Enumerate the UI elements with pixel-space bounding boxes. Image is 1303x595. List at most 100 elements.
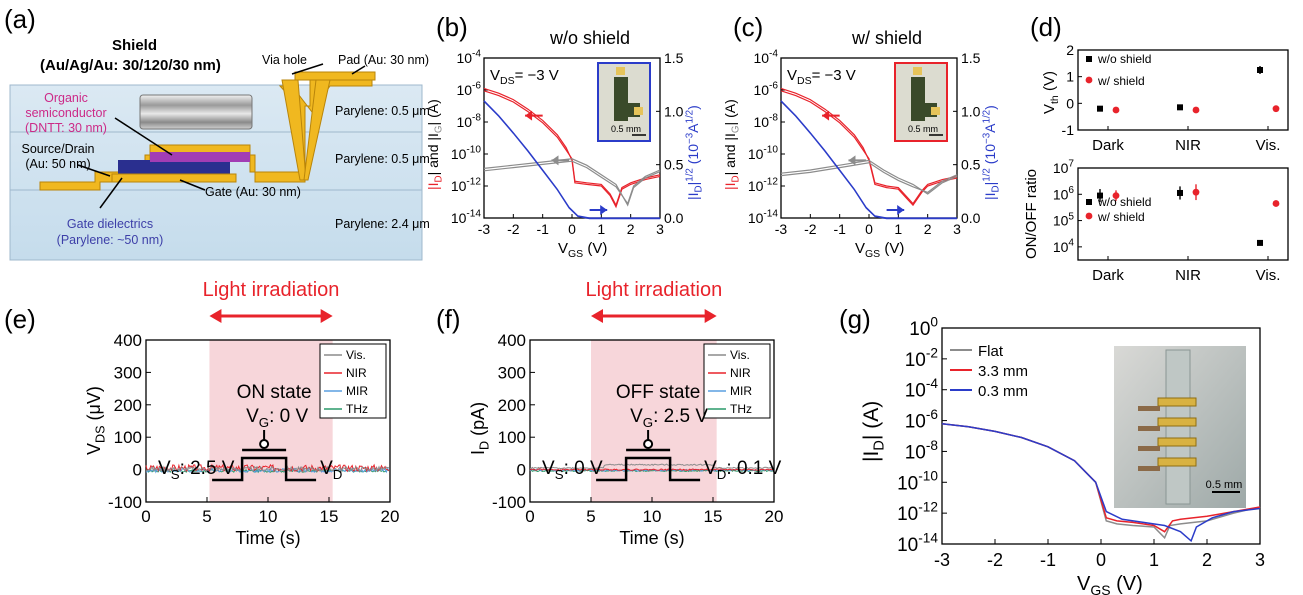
panel-d-top-frame xyxy=(1077,49,1289,131)
panel-d-top-y-tick-label: -1 xyxy=(1062,122,1075,138)
panel-f-headline: Light irradiation xyxy=(585,279,722,301)
panel-c-arrow-blue-head xyxy=(897,205,905,215)
gate-label: Gate (Au: 30 nm) xyxy=(205,185,301,199)
panel-d-bottom-y-label: ON/OFF ratio xyxy=(1023,169,1040,259)
panel-d-top-legend-label: w/o shield xyxy=(1097,52,1151,66)
pad-label: Pad (Au: 30 nm) xyxy=(338,53,429,67)
panel-d-top-point xyxy=(1097,105,1103,112)
pointer-source-drain xyxy=(77,164,111,177)
panel-b-yl-tick-label: 10-14 xyxy=(451,209,482,226)
panel-c-yr-tick-label: 0.5 xyxy=(961,157,981,173)
panel-e-y-tick-label: 400 xyxy=(114,331,142,350)
panel-c-inset-scale-label: 0.5 mm xyxy=(908,124,938,134)
panel-d-top-y-label: Vth (V) xyxy=(1041,71,1061,114)
panel-c-yr-tick-label: 1.5 xyxy=(961,50,981,66)
source-drain-label-2: (Au: 50 nm) xyxy=(25,157,90,171)
panel-e-legend-label: Vis. xyxy=(346,348,366,362)
panel-b-yl-tick-label: 10-10 xyxy=(451,145,482,162)
panel-d-bottom-legend-label: w/o shield xyxy=(1097,195,1151,209)
panel-d-top-y-tick-label: 2 xyxy=(1066,42,1074,58)
panel-f-x-tick-label: 20 xyxy=(765,507,784,526)
panel-b-yl-tick-label: 10-8 xyxy=(456,113,481,130)
panel-e-irradiation-band xyxy=(209,340,333,502)
panel-g-inset-lead xyxy=(1138,446,1160,451)
panel-e-circuit-channel xyxy=(212,456,317,482)
panel-b-x-tick-label: 0 xyxy=(568,221,576,237)
panel-letter-g: (g) xyxy=(839,304,871,334)
panel-d-bottom-category-label: Dark xyxy=(1092,267,1124,284)
panel-e-y-tick-label: 0 xyxy=(133,461,142,480)
panel-c-x-tick-label: 1 xyxy=(894,221,902,237)
panel-d-top-y-tick-label: 0 xyxy=(1066,95,1074,111)
panel-c-x-tick-label: 3 xyxy=(953,221,961,237)
panel-e-x-axis-label: Time (s) xyxy=(235,528,300,548)
panel-c-x-tick-label: -2 xyxy=(804,221,817,237)
panel-e-series-vis xyxy=(145,465,389,473)
panel-c-yl-tick-label: 10-6 xyxy=(753,81,778,98)
panel-e-headline: Light irradiation xyxy=(203,279,340,301)
panel-f-legend-box xyxy=(703,343,771,419)
shield-label: Shield xyxy=(112,37,157,54)
panel-f-x-tick-label: 15 xyxy=(704,507,723,526)
panel-letter-c: (c) xyxy=(733,12,763,42)
panel-b-inset-device-arm xyxy=(614,103,640,117)
panel-g-legend-label: 0.3 mm xyxy=(978,383,1028,400)
panel-b-yr-tick-label: 0.0 xyxy=(664,210,684,226)
organic-label-2: semiconductor xyxy=(25,106,106,120)
panel-g-x-tick-label: -1 xyxy=(1040,550,1056,570)
pointer-via-hole xyxy=(291,63,324,75)
gate-dielectric-label-1: Gate dielectrics xyxy=(67,217,153,231)
panel-c-x-tick-label: -1 xyxy=(833,221,846,237)
panel-c-inset-pad xyxy=(931,107,940,115)
panel-g-x-tick-label: 3 xyxy=(1255,550,1265,570)
panel-g-inset-electrode xyxy=(1157,397,1197,407)
panel-c-x-tick-label: 0 xyxy=(865,221,873,237)
panel-f-legend-label: MIR xyxy=(730,384,752,398)
organic-label-3: (DNTT: 30 nm) xyxy=(25,121,107,135)
panel-f-y-tick-label: 400 xyxy=(498,331,526,350)
panel-e-gate-label: VG: 0 V xyxy=(246,406,308,430)
panel-c-inset-pad xyxy=(913,67,922,75)
panel-b-x-tick-label: -1 xyxy=(536,221,549,237)
panel-d-top-y-tick-label: 1 xyxy=(1066,69,1074,85)
pointer-organic xyxy=(114,117,173,156)
panel-f-state-label: OFF state xyxy=(616,382,700,403)
panel-f-circuit-gate-node xyxy=(643,439,654,449)
panel-b-x-tick-label: -2 xyxy=(507,221,520,237)
panel-d-bottom-category-label: Vis. xyxy=(1256,267,1281,284)
panel-e-x-tick-label: 5 xyxy=(202,507,211,526)
panel-f-series-vis xyxy=(529,463,773,470)
panel-b-inset-pad xyxy=(616,67,625,75)
panel-f-y-tick-label: 300 xyxy=(498,363,526,382)
panel-d-top-point xyxy=(1177,104,1183,111)
panel-g-x-tick-label: -3 xyxy=(934,550,950,570)
panel-b-series-ID-forward xyxy=(483,87,661,209)
panel-g-y-tick-label: 10-12 xyxy=(897,500,938,526)
panel-b-arrow-blue-head xyxy=(600,205,608,215)
panel-c-series-IG-reverse xyxy=(780,162,958,194)
panel-d-bottom-point xyxy=(1177,189,1183,196)
panel-e-legend-label: THz xyxy=(346,402,368,416)
panel-c-series-IG-forward xyxy=(780,159,958,195)
panel-g-y-tick-label: 10-8 xyxy=(905,438,939,464)
panel-b-yr-tick-label: 0.5 xyxy=(664,157,684,173)
panel-letter-e: (e) xyxy=(4,304,36,334)
panel-d-bottom-point xyxy=(1192,188,1200,196)
panel-g-y-tick-label: 10-14 xyxy=(897,530,938,556)
panel-c-series-ID-reverse xyxy=(780,90,958,205)
panel-f-legend-label: Vis. xyxy=(730,348,750,362)
parylene-top-label: Parylene: 0.5 μm xyxy=(335,104,430,118)
panel-f-y-axis-label: ID (pA) xyxy=(468,402,492,455)
panel-g-inset-lead xyxy=(1138,466,1160,471)
panel-e-state-label: ON state xyxy=(237,382,312,403)
panel-f-drain-label: VD: 0.1 V xyxy=(704,458,782,482)
gate-base xyxy=(111,173,237,183)
panel-c-vds-annotation: VDS= −3 V xyxy=(787,67,856,87)
panel-f-legend-label: NIR xyxy=(730,366,751,380)
organic-semiconductor xyxy=(150,152,250,162)
panel-d-top-category-label: Vis. xyxy=(1256,137,1281,154)
panel-letter-f: (f) xyxy=(436,304,461,334)
panel-f-x-tick-label: 0 xyxy=(525,507,534,526)
panel-c-arrow-gray-head xyxy=(848,155,856,166)
via-hole-wall xyxy=(303,79,331,181)
